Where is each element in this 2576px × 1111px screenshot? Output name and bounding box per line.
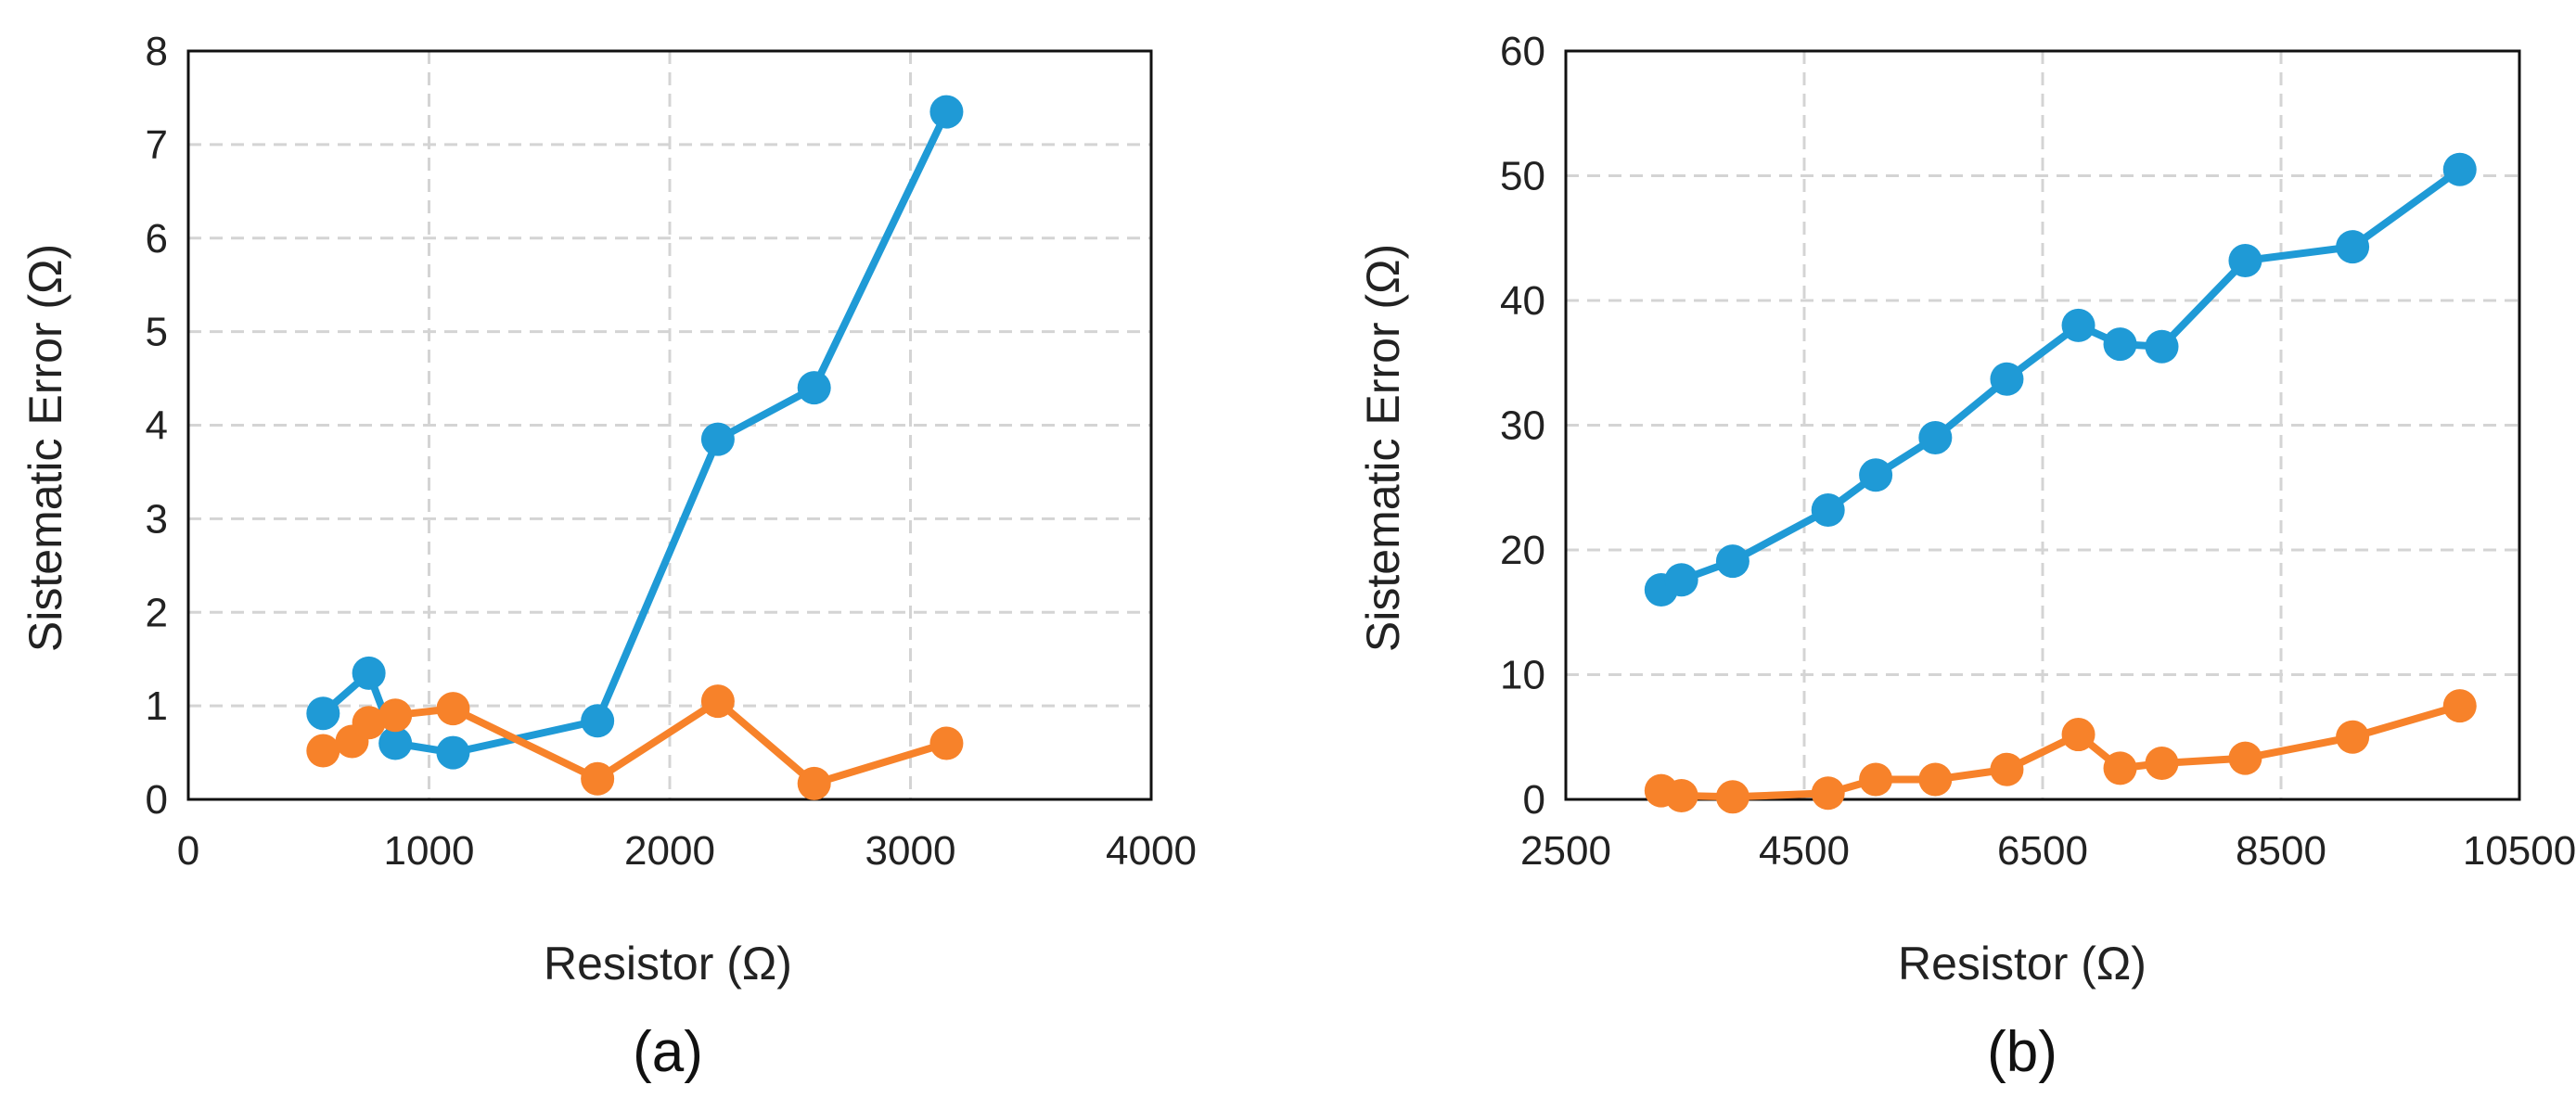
series-blue-point <box>2336 230 2370 264</box>
x-tick-label: 0 <box>177 828 199 874</box>
series-orange-point <box>1664 778 1698 812</box>
series-blue-point <box>1990 362 2024 396</box>
y-tick-label: 60 <box>1500 29 1545 74</box>
x-tick-label: 4000 <box>1106 828 1197 874</box>
y-tick-label: 4 <box>146 403 168 449</box>
series-orange-point <box>797 766 831 800</box>
series-orange-point <box>378 698 413 733</box>
x-tick-label: 3000 <box>865 828 956 874</box>
y-tick-label: 0 <box>1523 777 1545 823</box>
series-orange-point <box>2442 689 2477 723</box>
series-orange-point <box>1715 780 1749 814</box>
series-blue-point <box>700 422 735 456</box>
plot-frame <box>1564 49 2521 801</box>
series-orange-point <box>2061 718 2095 752</box>
series-orange-point <box>2336 720 2370 754</box>
series-orange-point <box>581 761 615 796</box>
series-blue-point <box>1811 492 1845 527</box>
x-tick-label: 2000 <box>624 828 715 874</box>
series-blue-point <box>2228 243 2262 277</box>
series-blue-point <box>1918 420 1953 454</box>
series-orange-point <box>1811 776 1845 811</box>
series-blue-line <box>320 109 951 757</box>
y-tick-label: 3 <box>146 496 168 542</box>
x-tick-label: 6500 <box>1997 828 2088 874</box>
series-blue-point <box>2442 152 2477 186</box>
x-axis-label: Resistor (Ω) <box>544 938 792 990</box>
x-tick-label: 1000 <box>384 828 475 874</box>
y-tick-label: 40 <box>1500 278 1545 324</box>
y-tick-label: 8 <box>146 29 168 74</box>
series-orange-point <box>2103 751 2137 785</box>
series-orange-line <box>322 697 948 787</box>
x-tick-label: 2500 <box>1520 828 1611 874</box>
y-axis-label: Sistematic Error (Ω) <box>1357 244 1409 652</box>
y-tick-label: 2 <box>146 590 168 635</box>
series-orange-point <box>436 692 470 726</box>
series-blue-point <box>1715 544 1749 579</box>
series-blue-line <box>1660 166 2463 594</box>
series-blue-point <box>352 656 386 690</box>
y-tick-label: 5 <box>146 310 168 355</box>
series-blue-point <box>378 726 413 760</box>
series-orange-point <box>1990 752 2024 786</box>
series-orange-point <box>2228 741 2262 775</box>
series-blue-point <box>797 371 831 405</box>
x-tick-label: 8500 <box>2236 828 2326 874</box>
series-orange-line <box>1660 702 2461 801</box>
y-tick-label: 0 <box>146 777 168 823</box>
series-orange-point <box>352 706 386 740</box>
y-tick-label: 20 <box>1500 528 1545 573</box>
series-blue-point <box>2145 329 2179 364</box>
y-tick-label: 30 <box>1500 403 1545 449</box>
panel-caption: (b) <box>1987 1020 2057 1084</box>
series-blue-point <box>2061 308 2095 342</box>
series-orange-point <box>700 684 735 719</box>
chart-panel-a: Sistematic Error (Ω) Resistor (Ω) (a) 0 1… <box>19 29 1197 1084</box>
series-orange-point <box>2145 746 2179 780</box>
x-tick-label: 4500 <box>1759 828 1850 874</box>
series-orange-point <box>1918 762 1953 797</box>
y-tick-label: 50 <box>1500 154 1545 199</box>
series-blue-point <box>1664 563 1698 597</box>
panel-caption: (a) <box>633 1020 703 1084</box>
series-blue-point <box>306 696 340 731</box>
series-orange-point <box>929 726 964 760</box>
series-blue-point <box>929 95 964 129</box>
y-tick-label: 10 <box>1500 653 1545 698</box>
y-tick-label: 6 <box>146 216 168 262</box>
chart-panel-b: Sistematic Error (Ω) Resistor (Ω) (b) 0 1… <box>1357 29 2576 1084</box>
series-orange-point <box>1859 762 1893 797</box>
series-blue-point <box>2103 327 2137 362</box>
x-tick-label: 10500 <box>2463 828 2576 874</box>
x-axis-label: Resistor (Ω) <box>1898 938 2147 990</box>
y-tick-label: 1 <box>146 683 168 729</box>
plot-frame <box>186 49 1153 801</box>
series-blue-point <box>581 704 615 738</box>
series-blue-point <box>1859 458 1893 492</box>
series-orange-point <box>306 734 340 768</box>
series-blue-point <box>436 735 470 770</box>
y-tick-label: 7 <box>146 122 168 168</box>
y-axis-label: Sistematic Error (Ω) <box>19 244 71 652</box>
